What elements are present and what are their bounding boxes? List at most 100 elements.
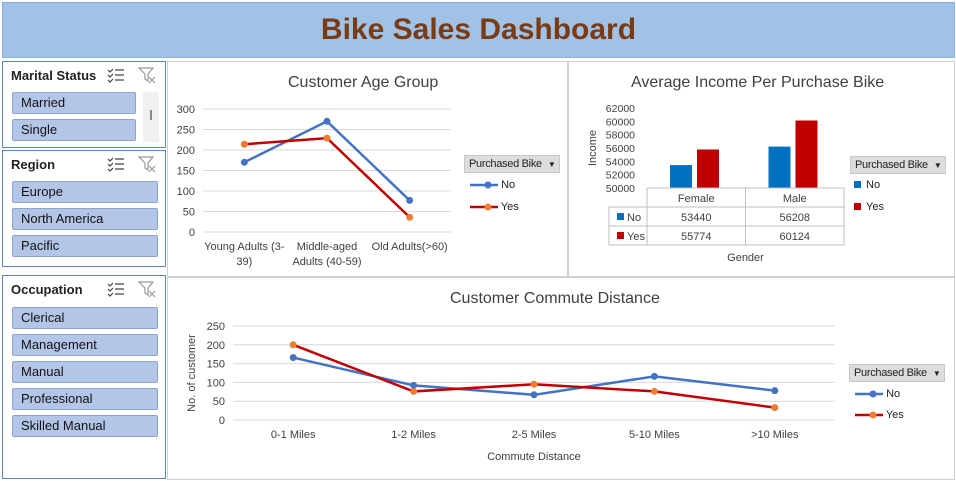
legend-entry-yes: Yes <box>855 409 904 421</box>
x-tick-label: Old Adults(>60) <box>372 241 448 253</box>
x-tick-label: Middle-aged <box>297 241 358 253</box>
clear-filter-icon[interactable] <box>138 280 156 298</box>
dropdown-arrow-icon[interactable]: ▼ <box>932 369 941 378</box>
chart-panel-age-group[interactable]: Customer Age Group 0 50 100 150 200 250 300 You… <box>167 61 568 277</box>
data-point-no <box>771 387 779 395</box>
chart-title: Average Income Per Purchase Bike <box>631 74 885 91</box>
bar-no <box>768 146 791 188</box>
y-tick-label: 56000 <box>606 143 635 155</box>
bar-yes <box>697 149 719 188</box>
legend-header[interactable]: Purchased Bike ▼ <box>850 156 947 174</box>
chart-legend[interactable]: Purchased Bike ▼ No Yes <box>464 155 561 213</box>
legend-entry-yes: Yes <box>470 201 519 213</box>
table-row-label: Yes <box>627 231 645 243</box>
data-point-no <box>323 117 331 125</box>
x-axis-title: Gender <box>727 252 764 264</box>
commute-distance-chart: 0 50 100 150 200 250 0-1 Miles 1-2 Miles 2-5 Mil… <box>186 321 835 463</box>
legend-label: Yes <box>500 201 519 213</box>
y-tick-label: 54000 <box>606 156 635 168</box>
legend-label: No <box>501 179 516 191</box>
legend-swatch-no-icon <box>855 390 883 398</box>
chart-panel-commute-distance[interactable]: Customer Commute Distance 0 50 100 150 200 25… <box>167 277 955 480</box>
legend-entry-no: No <box>470 179 515 191</box>
y-tick-label: 52000 <box>606 170 635 182</box>
chart-legend[interactable]: Purchased Bike ▼ No Yes <box>849 364 946 421</box>
y-axis-title: No. of customer <box>186 334 198 412</box>
legend-label: Yes <box>885 409 904 421</box>
slicer-item-pacific[interactable]: Pacific <box>12 235 158 257</box>
y-tick-label: 50000 <box>606 183 635 195</box>
x-tick-label: 39) <box>236 256 252 268</box>
scrollbar-thumb[interactable] <box>150 110 152 120</box>
y-tick-label: 200 <box>177 145 195 157</box>
data-label: 60124 <box>779 231 810 243</box>
legend-header[interactable]: Purchased Bike ▼ <box>849 364 946 382</box>
slicer-item-europe[interactable]: Europe <box>12 181 158 203</box>
x-tick-label: Adults (40-59) <box>292 256 361 268</box>
y-tick-label: 100 <box>207 377 225 389</box>
series-line-no <box>243 119 411 202</box>
y-axis-title: Income <box>587 130 599 166</box>
clear-filter-icon[interactable] <box>138 155 156 173</box>
data-label: 53440 <box>681 212 712 224</box>
slicer-header: Region <box>11 157 56 172</box>
bar-yes <box>795 120 818 188</box>
clear-filter-icon[interactable] <box>138 66 156 84</box>
data-point-yes <box>240 140 248 148</box>
legend-title: Purchased Bike <box>855 159 928 171</box>
table-key-yes <box>617 232 624 239</box>
data-point-yes <box>530 380 538 388</box>
data-point-yes <box>289 341 297 349</box>
data-point-no <box>240 158 248 166</box>
x-tick-label: 5-10 Miles <box>629 429 680 441</box>
legend-header[interactable]: Purchased Bike ▼ <box>464 155 561 173</box>
bar-no <box>670 165 692 188</box>
slicer-item-management[interactable]: Management <box>12 334 158 356</box>
dropdown-arrow-icon[interactable]: ▼ <box>547 160 556 169</box>
slicer-region: Region Europe North America Pacific <box>2 150 166 267</box>
multi-select-icon[interactable] <box>107 281 125 297</box>
y-tick-label: 62000 <box>606 103 635 115</box>
data-point-yes <box>650 387 658 395</box>
legend-entry-no: No <box>854 179 880 191</box>
multi-select-icon[interactable] <box>107 67 125 83</box>
chart-legend[interactable]: Purchased Bike ▼ No Yes <box>850 156 947 213</box>
slicer-item-north-america[interactable]: North America <box>12 208 158 230</box>
data-point-no <box>410 381 418 389</box>
data-point-no <box>406 196 414 204</box>
slicer-item-married[interactable]: Married <box>12 92 136 114</box>
slicer-item-professional[interactable]: Professional <box>12 388 158 410</box>
slicer-item-single[interactable]: Single <box>12 119 136 141</box>
data-point-yes <box>323 134 331 142</box>
y-tick-label: 60000 <box>606 116 635 128</box>
slicer-header: Occupation <box>11 282 83 297</box>
x-tick-label: 0-1 Miles <box>271 429 316 441</box>
table-row-label: No <box>627 212 641 224</box>
y-tick-label: 58000 <box>606 130 635 142</box>
y-tick-label: 50 <box>213 396 225 408</box>
legend-label: Yes <box>866 201 884 213</box>
legend-swatch-yes-icon <box>854 203 861 210</box>
legend-entry-no: No <box>855 388 900 400</box>
data-point-yes <box>406 213 414 221</box>
chart-panel-average-income[interactable]: Average Income Per Purchase Bike 50000 52… <box>568 61 955 277</box>
y-tick-label: 150 <box>177 166 195 178</box>
x-axis-title: Commute Distance <box>487 451 581 463</box>
x-tick-label: Male <box>783 193 807 205</box>
data-point-no <box>650 372 658 380</box>
multi-select-icon[interactable] <box>107 156 125 172</box>
x-tick-label: Young Adults (3- <box>204 241 285 253</box>
slicer-item-clerical[interactable]: Clerical <box>12 307 158 329</box>
data-label: 56208 <box>779 212 810 224</box>
slicer-scrollbar[interactable] <box>143 92 159 142</box>
y-tick-label: 250 <box>177 125 195 137</box>
dropdown-arrow-icon[interactable]: ▼ <box>933 161 942 170</box>
y-tick-label: 100 <box>177 186 195 198</box>
x-tick-label: Female <box>678 193 715 205</box>
slicer-item-manual[interactable]: Manual <box>12 361 158 383</box>
dashboard-title: Bike Sales Dashboard <box>320 13 637 46</box>
slicer-item-skilled-manual[interactable]: Skilled Manual <box>12 415 158 437</box>
x-tick-label: 2-5 Miles <box>512 429 557 441</box>
legend-swatch-no-icon <box>854 181 861 188</box>
